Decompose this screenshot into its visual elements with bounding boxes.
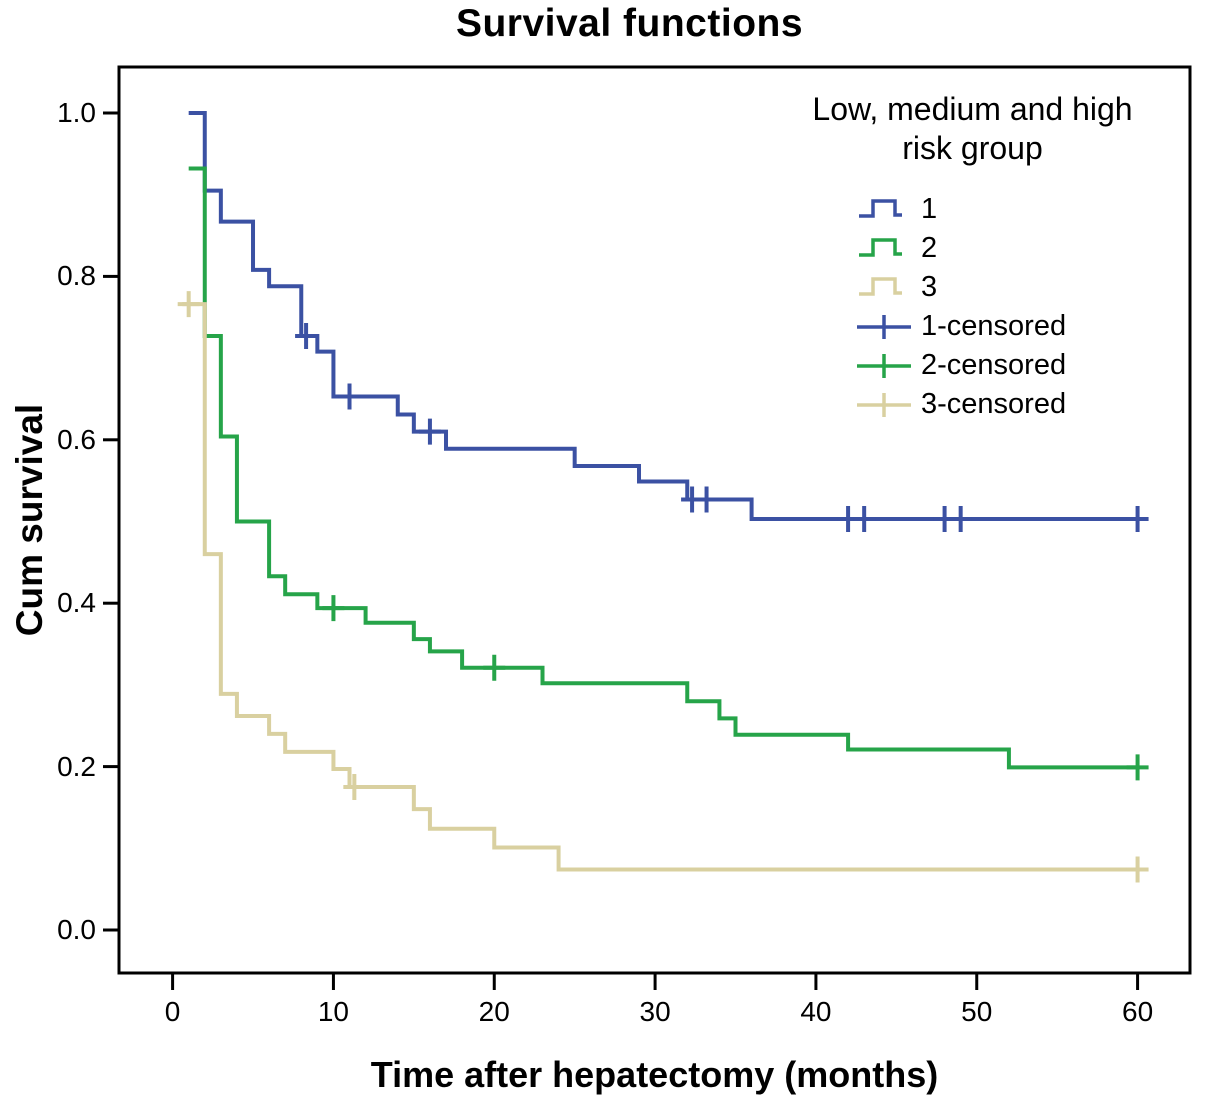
censor-mark-group-2: [1126, 754, 1149, 781]
legend-censor-plus-icon: [857, 392, 911, 417]
legend-item-label: 3: [921, 271, 938, 303]
censor-mark-group-1: [1126, 506, 1149, 533]
legend-item-label: 2-censored: [921, 349, 1067, 381]
censor-mark-group-2: [322, 595, 345, 622]
censor-mark-group-3: [177, 291, 200, 318]
y-tick-label: 0.0: [57, 914, 96, 945]
legend-item-1-censored: 1-censored: [857, 307, 1170, 346]
legend-sample-stroke: [859, 198, 902, 218]
legend-item-2: 2: [857, 229, 1170, 268]
survival-curves: [177, 111, 1149, 883]
y-tick-label: 1.0: [57, 97, 96, 128]
legend-item-label: 3-censored: [921, 388, 1067, 420]
censor-mark-group-1: [338, 383, 361, 410]
legend-sample-stroke: [859, 276, 902, 296]
censor-mark-group-1: [695, 486, 718, 513]
legend-item-3: 3: [857, 268, 1170, 307]
chart-title: Survival functions: [455, 2, 804, 45]
x-tick-label: 50: [961, 996, 993, 1027]
x-tick-label: 40: [800, 996, 832, 1027]
legend-title: Low, medium and high risk group: [775, 90, 1170, 168]
censor-mark-group-3: [343, 774, 366, 801]
x-tick-label: 10: [317, 996, 349, 1027]
legend-sample-stroke: [857, 314, 911, 339]
x-tick-label: 20: [478, 996, 510, 1027]
survival-curve-group-1: [188, 111, 1138, 522]
legend-item-2-censored: 2-censored: [857, 346, 1170, 385]
censor-mark-group-2: [483, 654, 506, 681]
legend-sample-stroke: [857, 392, 911, 417]
legend-item-1: 1: [857, 190, 1170, 229]
legend-censor-plus-icon: [857, 314, 911, 339]
legend: Low, medium and high risk group 1 2 3 1-cen…: [775, 90, 1170, 424]
legend-step-line-icon: [859, 276, 902, 296]
legend-censor-plus-icon: [857, 353, 911, 378]
x-tick-label: 60: [1122, 996, 1154, 1027]
censor-mark-group-1: [418, 418, 441, 445]
legend-item-3-censored: 3-censored: [857, 385, 1170, 424]
legend-item-label: 1-censored: [921, 310, 1067, 342]
axis-ticks: [103, 111, 1140, 990]
legend-sample-stroke: [859, 237, 902, 257]
y-tick-label: 0.2: [57, 750, 96, 782]
y-tick-label: 0.6: [57, 423, 96, 455]
legend-step-line-icon: [859, 237, 902, 257]
x-axis-title: Time after hepatectomy (months): [370, 1054, 939, 1095]
legend-item-label: 2: [921, 232, 938, 264]
censor-mark-group-1: [295, 323, 318, 350]
y-tick-label: 0.8: [57, 260, 96, 292]
censor-mark-group-3: [1126, 856, 1149, 883]
survival-curve-group-2: [188, 166, 1138, 770]
legend-title-line-2: risk group: [902, 130, 1043, 166]
legend-title-line-1: Low, medium and high: [812, 91, 1133, 127]
legend-item-label: 1: [921, 193, 938, 225]
x-tick-label: 0: [164, 996, 181, 1027]
censor-mark-group-1: [853, 506, 876, 533]
legend-sample-stroke: [857, 353, 911, 378]
x-tick-label: 30: [639, 996, 671, 1027]
y-tick-label: 0.4: [57, 587, 96, 619]
legend-step-line-icon: [859, 198, 902, 218]
survival-curve-group-3: [182, 302, 1138, 872]
censor-mark-group-1: [949, 506, 972, 533]
legend-items: 1 2 3 1-censored 2-censored 3-censored: [775, 190, 1170, 424]
